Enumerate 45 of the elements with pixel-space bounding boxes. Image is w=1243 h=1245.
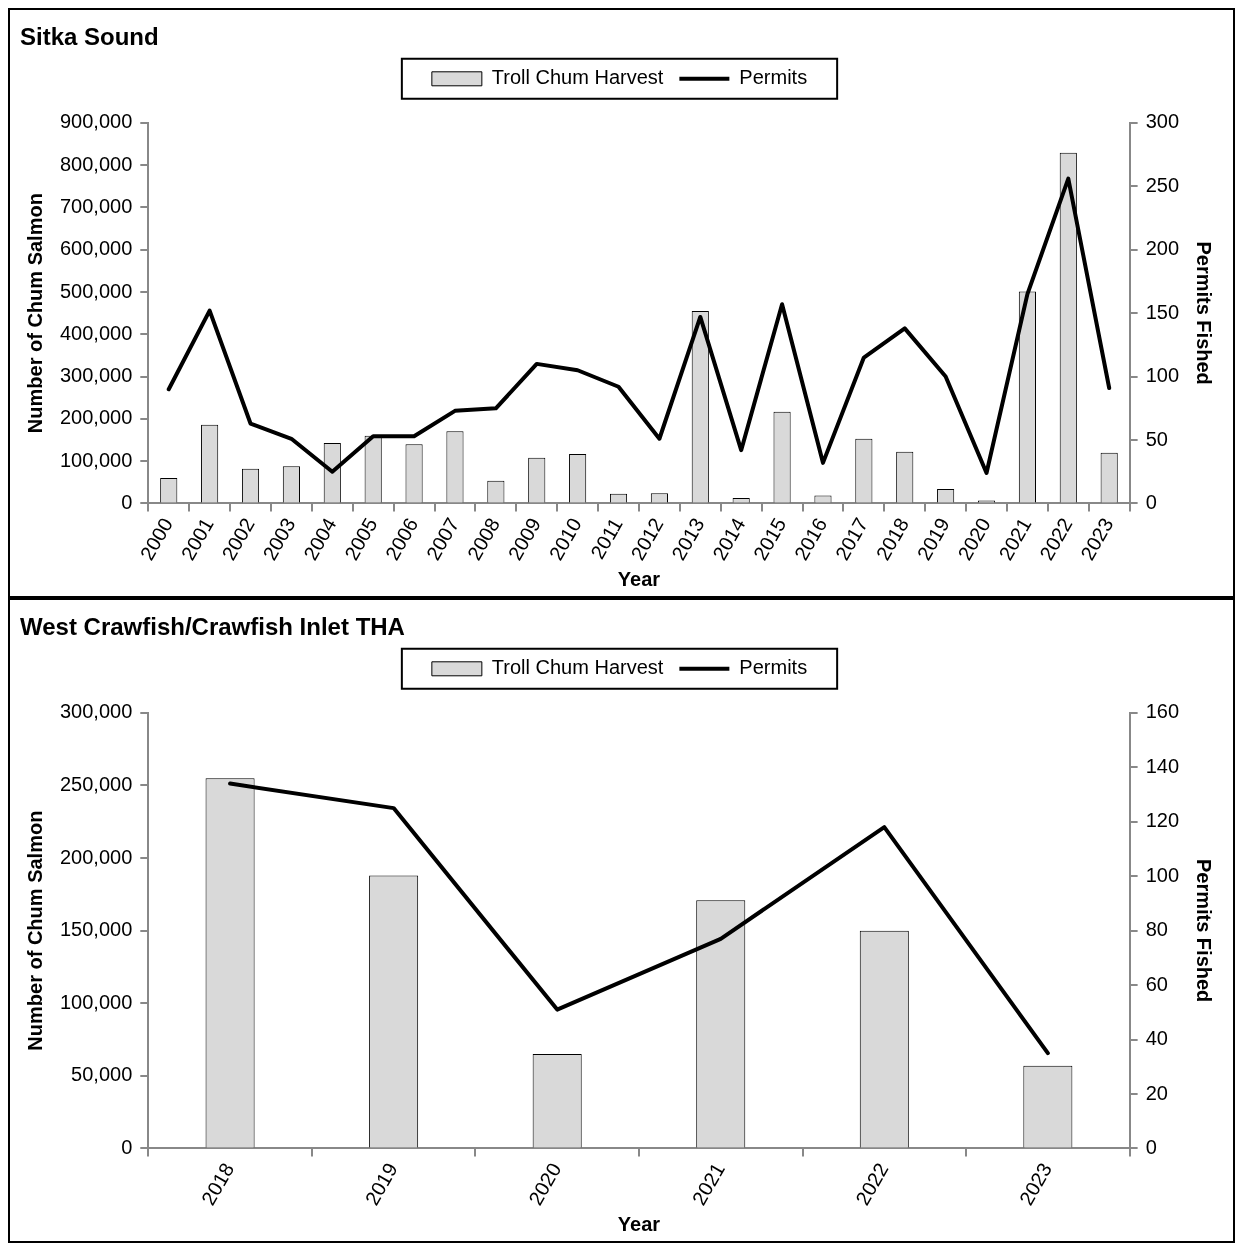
y-tick-label: 300,000 xyxy=(60,700,133,723)
x-axis-title: Year xyxy=(617,567,661,590)
y-tick-label: 600,000 xyxy=(60,237,133,260)
y2-tick-label: 140 xyxy=(1145,754,1180,777)
y-axis-title: Number of Chum Salmon xyxy=(23,193,46,434)
y-tick-label: 500,000 xyxy=(60,279,133,302)
y2-tick-label: 60 xyxy=(1145,972,1168,995)
y2-tick-label: 0 xyxy=(1145,490,1157,513)
y2-tick-label: 100 xyxy=(1145,863,1180,886)
y2-axis-title: Permits Fished xyxy=(1193,241,1216,385)
y2-tick-label: 20 xyxy=(1145,1081,1168,1104)
chart-title: West Crawfish/Crawfish Inlet THA xyxy=(20,613,405,641)
legend-label: Troll Chum Harvest xyxy=(491,656,664,679)
y2-tick-label: 100 xyxy=(1145,364,1180,387)
y-tick-label: 800,000 xyxy=(60,152,133,175)
y-tick-label: 200,000 xyxy=(60,845,133,868)
x-axis-title: Year xyxy=(617,1212,661,1235)
y2-tick-label: 0 xyxy=(1145,1135,1157,1158)
y-tick-label: 900,000 xyxy=(60,110,133,133)
y2-tick-label: 300 xyxy=(1145,110,1180,133)
y-tick-label: 250,000 xyxy=(60,772,133,795)
y2-tick-label: 160 xyxy=(1145,700,1180,723)
y-tick-label: 100,000 xyxy=(60,448,133,471)
y-tick-label: 300,000 xyxy=(60,364,133,387)
y2-tick-label: 250 xyxy=(1145,173,1180,196)
y-tick-label: 50,000 xyxy=(71,1063,133,1086)
y-tick-label: 400,000 xyxy=(60,321,133,344)
y2-axis-title: Permits Fished xyxy=(1193,858,1216,1003)
y-tick-label: 0 xyxy=(121,1135,133,1158)
y2-tick-label: 50 xyxy=(1145,427,1168,450)
y-tick-label: 150,000 xyxy=(60,918,133,941)
y2-tick-label: 200 xyxy=(1145,237,1180,260)
y-tick-label: 100,000 xyxy=(60,990,133,1013)
y2-tick-label: 120 xyxy=(1145,809,1180,832)
legend-label: Permits xyxy=(739,66,808,89)
chart-title: Sitka Sound xyxy=(20,23,159,51)
y-axis-title: Number of Chum Salmon xyxy=(23,810,46,1051)
y2-tick-label: 40 xyxy=(1145,1027,1168,1050)
y-tick-label: 700,000 xyxy=(60,194,133,217)
y2-tick-label: 80 xyxy=(1145,918,1168,941)
legend-label: Permits xyxy=(739,656,808,679)
y-tick-label: 200,000 xyxy=(60,406,133,429)
y2-tick-label: 150 xyxy=(1145,300,1180,323)
y-tick-label: 0 xyxy=(121,490,133,513)
legend-label: Troll Chum Harvest xyxy=(491,66,664,89)
